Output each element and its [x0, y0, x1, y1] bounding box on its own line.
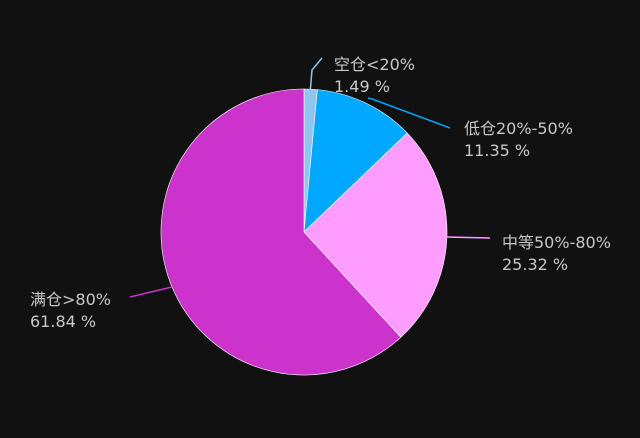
leader-line-0 — [309, 57, 323, 95]
pie-slice-1[interactable] — [303, 89, 408, 233]
leader-line-2 — [445, 236, 491, 239]
slice-value-label-0: 1.49 % — [334, 77, 390, 96]
slice-name-label-3: 满仓>80% — [30, 290, 111, 309]
leader-lines — [129, 57, 491, 298]
slice-value-label-2: 25.32 % — [502, 255, 568, 274]
slice-name-label-0: 空仓<20% — [334, 55, 415, 74]
pie-slices — [160, 88, 448, 376]
slice-name-label-2: 中等50%-80% — [502, 233, 611, 252]
slice-value-label-1: 11.35 % — [464, 141, 530, 160]
leader-line-3 — [129, 286, 173, 298]
pie-slice-3[interactable] — [160, 88, 402, 376]
slice-value-label-3: 61.84 % — [30, 312, 96, 331]
slice-labels: 空仓<20% 1.49 % 低仓20%-50% 11.35 % 中等50%-80% 25.… — [30, 55, 611, 331]
leader-line-1 — [367, 97, 451, 129]
slice-name-label-1: 低仓20%-50% — [464, 119, 573, 138]
